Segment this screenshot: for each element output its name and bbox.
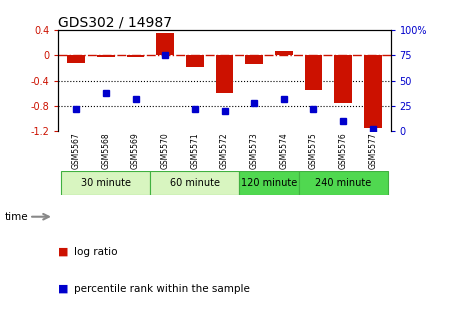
Bar <box>216 55 233 93</box>
Text: GSM5570: GSM5570 <box>161 133 170 169</box>
Bar <box>239 171 299 195</box>
Text: 60 minute: 60 minute <box>170 178 220 188</box>
Text: GSM5567: GSM5567 <box>72 133 81 169</box>
Bar <box>97 55 115 57</box>
Bar <box>334 55 352 102</box>
Text: GSM5576: GSM5576 <box>339 133 348 169</box>
Text: GSM5575: GSM5575 <box>309 133 318 169</box>
Text: GDS302 / 14987: GDS302 / 14987 <box>58 15 172 29</box>
Text: GSM5577: GSM5577 <box>368 133 377 169</box>
Bar <box>156 33 174 55</box>
Text: GSM5573: GSM5573 <box>250 133 259 169</box>
Text: percentile rank within the sample: percentile rank within the sample <box>74 284 250 294</box>
Text: 120 minute: 120 minute <box>241 178 297 188</box>
Bar <box>245 55 263 64</box>
Bar <box>127 55 145 57</box>
Text: GSM5569: GSM5569 <box>131 133 140 169</box>
Bar <box>275 51 293 55</box>
Bar <box>150 171 239 195</box>
Text: time: time <box>4 212 28 222</box>
Text: GSM5574: GSM5574 <box>279 133 288 169</box>
Bar <box>304 55 322 90</box>
Text: log ratio: log ratio <box>74 247 118 257</box>
Bar <box>67 55 85 63</box>
Bar <box>299 171 387 195</box>
Bar <box>186 55 204 67</box>
Text: GSM5572: GSM5572 <box>220 133 229 169</box>
Text: GSM5568: GSM5568 <box>101 133 110 169</box>
Text: ■: ■ <box>58 247 69 257</box>
Text: GSM5571: GSM5571 <box>190 133 199 169</box>
Text: ■: ■ <box>58 284 69 294</box>
Text: 30 minute: 30 minute <box>81 178 131 188</box>
Text: 240 minute: 240 minute <box>315 178 371 188</box>
Bar <box>364 55 382 128</box>
Bar <box>62 171 150 195</box>
